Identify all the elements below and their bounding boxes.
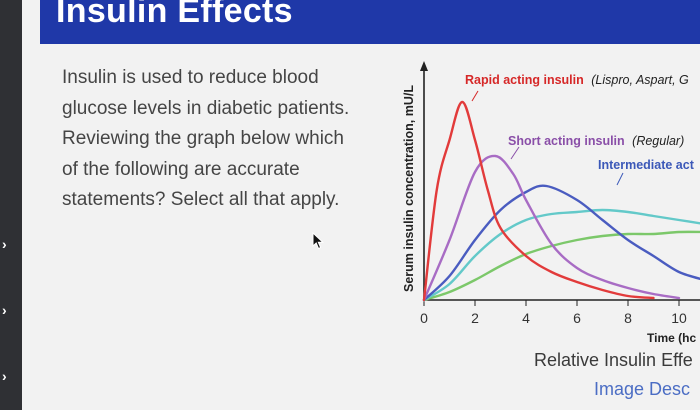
- question-text: Insulin is used to reduce blood glucose …: [62, 63, 392, 216]
- insulin-chart: Serum insulin concentration, mU/L 0 2 4 6 8 1…: [402, 61, 700, 345]
- x-axis-label: Time (hc: [647, 331, 696, 345]
- question-line: glucose levels in diabetic patients.: [62, 97, 350, 119]
- image-description-link[interactable]: Image Desc: [594, 379, 691, 399]
- intermediate-pointer-line: [616, 172, 624, 186]
- mouse-pointer-icon: [312, 232, 325, 250]
- short-label-italic: (Regular): [632, 134, 684, 148]
- x-tick-label: 4: [522, 310, 530, 326]
- screen-background: [22, 0, 700, 410]
- question-line: Insulin is used to reduce blood: [62, 67, 319, 88]
- x-tick-label: 6: [573, 310, 581, 326]
- left-edge-arrow-icon[interactable]: ›: [2, 236, 7, 252]
- rapid-label-bold: Rapid acting insulin: [465, 73, 584, 87]
- rapid-pointer-line: [471, 90, 479, 102]
- series-line-rapid: [422, 100, 655, 302]
- x-tick-label: 0: [420, 310, 428, 326]
- short-pointer-line: [510, 146, 520, 160]
- figure-caption: Relative Insulin Effe: [534, 350, 693, 370]
- short-label-bold: Short acting insulin: [508, 134, 625, 148]
- question-line: statements? Select all that apply.: [62, 189, 340, 210]
- curves: [422, 100, 700, 302]
- x-ticks: 0 2 4 6 8 10: [420, 300, 687, 326]
- x-tick-label: 2: [471, 310, 479, 326]
- left-edge-arrow-icon[interactable]: ›: [2, 302, 7, 318]
- x-tick-label: 10: [671, 310, 687, 326]
- x-tick-label: 8: [624, 310, 632, 326]
- series-line-long: [422, 230, 700, 302]
- title-bar: Insulin Effects: [40, 0, 700, 44]
- series-line-short: [422, 154, 681, 302]
- y-axis-label: Serum insulin concentration, mU/L: [402, 85, 416, 292]
- question-line: Reviewing the graph below which: [62, 128, 344, 149]
- rapid-label-italic: (Lispro, Aspart, G: [591, 73, 689, 87]
- page-title: Insulin Effects: [56, 0, 293, 30]
- question-line: of the following are accurate: [62, 158, 300, 180]
- y-axis: [420, 61, 428, 300]
- intermediate-label: Intermediate act: [598, 158, 695, 172]
- short-label: Short acting insulin (Regular): [508, 134, 684, 148]
- series-line-intermediate_dark: [422, 184, 700, 302]
- series-line-intermediate_teal: [422, 208, 700, 302]
- left-edge-arrow-icon[interactable]: ›: [2, 368, 7, 384]
- rapid-label: Rapid acting insulin (Lispro, Aspart, G: [465, 73, 689, 87]
